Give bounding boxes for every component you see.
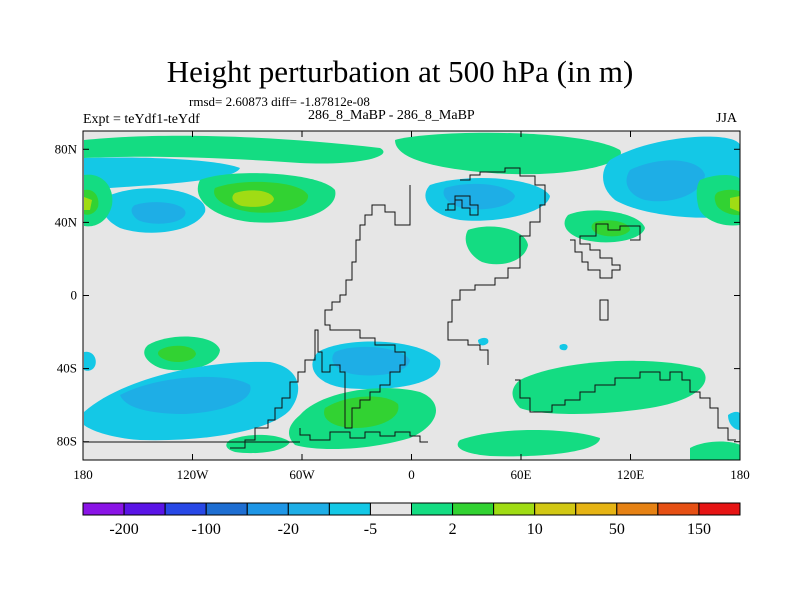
y-tick-label: 80N <box>55 141 78 156</box>
colorbar-swatch <box>369 502 412 516</box>
y-tick-label: 0 <box>71 288 78 303</box>
colorbar-swatch <box>82 502 125 516</box>
contour-region <box>84 197 92 210</box>
coastline-small-island <box>599 299 609 321</box>
experiment-label: Expt = teYdf1-teYdf <box>83 112 200 127</box>
x-tick-label: 180 <box>730 467 750 482</box>
contour-region <box>332 346 410 376</box>
y-axis: 80N 40N 0 40S 80S <box>55 141 740 449</box>
coastline-north-america <box>447 167 546 365</box>
chart-title: Height perturbation at 500 hPa (in m) <box>166 54 634 89</box>
colorbar-swatch <box>698 502 741 516</box>
colorbar-swatch <box>534 502 577 516</box>
contour-region <box>512 360 706 414</box>
run-label: 286_8_MaBP - 286_8_MaBP <box>308 108 475 123</box>
contour-region <box>84 157 240 190</box>
colorbar-swatch <box>575 502 618 516</box>
colorbar-swatch <box>205 502 248 516</box>
contour-region <box>559 343 568 351</box>
colorbar-label: -5 <box>364 521 377 538</box>
contour-region <box>728 411 740 430</box>
colorbar-label: -100 <box>192 521 221 538</box>
colorbar-label: 2 <box>449 521 457 538</box>
y-tick-label: 40N <box>55 214 78 229</box>
x-tick-label: 120E <box>617 467 645 482</box>
colorbar-label: 50 <box>609 521 625 538</box>
y-tick-label: 80S <box>57 434 77 449</box>
contour-region <box>84 135 384 164</box>
stats-text: rmsd= 2.60873 diff= -1.87812e-08 <box>189 94 370 109</box>
coastline-south-america-tip <box>299 428 428 443</box>
colorbar-swatch <box>246 502 289 516</box>
x-axis: 180 120W 60W 0 60E 120E 180 <box>73 131 750 482</box>
contour-fill-layer <box>84 132 740 460</box>
contour-region <box>120 376 251 414</box>
contour-region <box>232 190 274 207</box>
colorbar-swatch <box>123 502 166 516</box>
colorbar-label: -200 <box>109 521 138 538</box>
contour-region <box>465 226 528 265</box>
contour-region <box>478 337 489 346</box>
coastline-australia <box>515 371 736 441</box>
coastlines <box>84 167 736 449</box>
x-tick-label: 60E <box>511 467 532 482</box>
season-label: JJA <box>716 111 738 126</box>
y-tick-label: 40S <box>57 361 77 376</box>
contour-region <box>457 430 600 457</box>
x-tick-label: 120W <box>177 467 210 482</box>
contour-region <box>158 345 196 362</box>
colorbar-label: 150 <box>687 521 711 538</box>
x-tick-label: 180 <box>73 467 93 482</box>
contour-region <box>443 183 515 210</box>
x-tick-label: 0 <box>408 467 415 482</box>
colorbar-label: -20 <box>278 521 299 538</box>
contour-region <box>730 196 740 212</box>
contour-region <box>84 351 96 371</box>
contour-region <box>324 396 399 428</box>
coastline-greenland <box>445 195 479 216</box>
colorbar: -200 -100 -20 -5 2 10 50 150 <box>82 502 741 538</box>
colorbar-swatch <box>657 502 700 516</box>
coastline-americas <box>230 185 411 449</box>
coastline-east-asia <box>570 223 641 279</box>
contour-region <box>626 160 705 202</box>
contour-region <box>395 132 621 175</box>
contour-region <box>131 202 186 224</box>
colorbar-swatch <box>616 502 659 516</box>
colorbar-swatch <box>452 502 495 516</box>
x-tick-label: 60W <box>289 467 315 482</box>
colorbar-swatch <box>287 502 330 516</box>
contour-region <box>690 441 740 460</box>
colorbar-swatch <box>164 502 207 516</box>
contour-region <box>226 434 290 454</box>
colorbar-swatch <box>493 502 536 516</box>
colorbar-swatch <box>411 502 454 516</box>
colorbar-swatch <box>328 502 371 516</box>
colorbar-label: 10 <box>527 521 543 538</box>
